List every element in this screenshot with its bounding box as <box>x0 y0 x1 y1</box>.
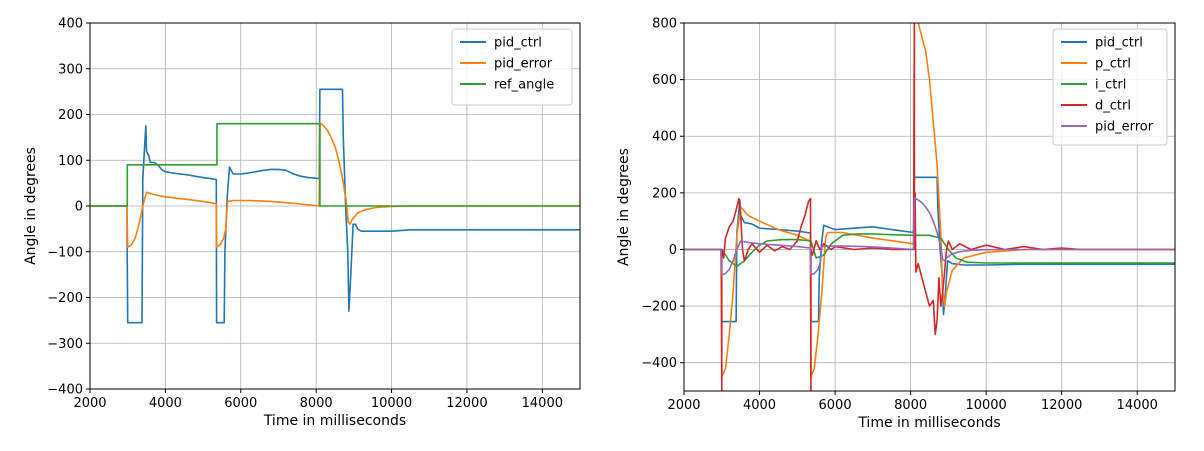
y-axis-label: Angle in degrees <box>23 147 39 265</box>
x-tick-label: 6000 <box>819 398 852 413</box>
series-line-p_ctrl <box>684 23 1175 378</box>
y-tick-label: 100 <box>58 154 83 169</box>
series-line-pid_error <box>684 197 1175 276</box>
legend-box <box>1052 28 1168 146</box>
x-tick-label: 8000 <box>300 396 333 411</box>
y-tick-label: 400 <box>652 130 677 145</box>
axes-frame <box>683 22 1176 392</box>
y-tick-label: 200 <box>58 108 83 123</box>
x-tick-label: 6000 <box>224 396 257 411</box>
x-tick-label: 8000 <box>894 398 927 413</box>
legend-label-pid_ctrl: pid_ctrl <box>1095 36 1143 51</box>
series-line-ref_angle <box>90 122 580 207</box>
y-tick-label: 0 <box>669 243 677 258</box>
y-axis-label: Angle in degrees <box>616 148 632 266</box>
y-tick-label: 800 <box>652 17 677 32</box>
y-tick-label: 200 <box>652 186 677 201</box>
y-tick-label: 400 <box>58 17 83 32</box>
legend-label-d_ctrl: d_ctrl <box>1095 99 1131 114</box>
x-tick-label: 12000 <box>1041 398 1082 413</box>
x-tick-label: 2000 <box>73 396 106 411</box>
legend-label-pid_ctrl: pid_ctrl <box>494 36 542 51</box>
series-line-i_ctrl <box>684 233 1175 268</box>
legend-label-pid_error: pid_error <box>494 57 553 72</box>
x-tick-label: 2000 <box>667 398 700 413</box>
x-axis-label: Time in milliseconds <box>857 415 1000 431</box>
series-group <box>90 88 580 324</box>
legend-label-i_ctrl: i_ctrl <box>1095 78 1126 93</box>
x-tick-label: 14000 <box>1117 398 1158 413</box>
legend-label-pid_error: pid_error <box>1095 120 1154 135</box>
legend: pid_ctrl pid_error ref_angle <box>451 28 573 106</box>
legend-box <box>451 28 573 106</box>
legend-label-ref_angle: ref_angle <box>494 78 554 93</box>
x-tick-label: 4000 <box>743 398 776 413</box>
chart-1: 2000 4000 6000 8000 10000 12000 14000−400−300−… <box>23 17 581 429</box>
x-tick-label: 10000 <box>965 398 1006 413</box>
y-tick-label: −200 <box>641 300 677 315</box>
chart-2: 2000 4000 6000 8000 10000 12000 14000 −400 −200 0… <box>616 17 1176 431</box>
series-group <box>684 23 1175 391</box>
y-tick-label: 300 <box>58 62 83 77</box>
y-tick-label: −100 <box>47 245 83 260</box>
x-tick-label: 14000 <box>522 396 563 411</box>
legend-label-p_ctrl: p_ctrl <box>1095 57 1131 72</box>
x-tick-label: 12000 <box>446 396 487 411</box>
x-axis-label: Time in milliseconds <box>263 413 406 429</box>
y-tick-label: 0 <box>75 200 83 215</box>
y-tick-label: −200 <box>47 291 83 306</box>
legend: pid_ctrl p_ctrl i_ctrl d_ctrl pid_error <box>1052 28 1168 146</box>
y-tick-label: −400 <box>47 383 83 398</box>
y-tick-label: −400 <box>641 356 677 371</box>
x-tick-label: 4000 <box>149 396 182 411</box>
x-tick-label: 10000 <box>371 396 412 411</box>
series-line-pid_error <box>90 121 580 248</box>
y-tick-label: 600 <box>652 73 677 88</box>
y-tick-label: −300 <box>47 337 83 352</box>
